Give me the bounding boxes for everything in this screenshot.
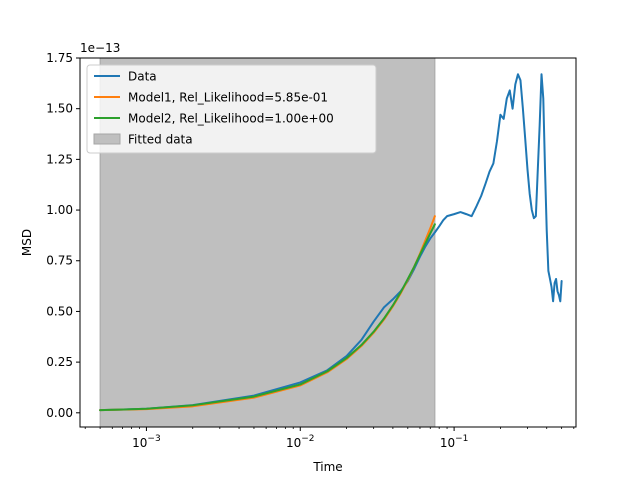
y-tick-label: 1.25 [46, 152, 73, 166]
axes: 0.00 0.25 0.50 0.75 1.00 1.25 1.50 1.75 10−3 10−2… [46, 51, 577, 450]
y-tick-label: 0.75 [46, 254, 73, 268]
legend-label-model1: Model1, Rel_Likelihood=5.85e-01 [128, 91, 328, 105]
x-tick-label: 10−2 [286, 434, 315, 450]
legend-label-model2: Model2, Rel_Likelihood=1.00e+00 [128, 112, 334, 126]
legend-swatch-fitted-data [93, 133, 121, 145]
legend-box [86, 64, 377, 154]
y-tick-label: 0.25 [46, 355, 73, 369]
y-tick-label: 1.00 [46, 203, 73, 217]
y-offset-label: 1e−13 [80, 41, 120, 55]
legend-label-fitted-data: Fitted data [128, 133, 193, 147]
legend-label-data: Data [128, 70, 157, 84]
x-tick-label: 10−1 [440, 434, 469, 450]
y-tick-label: 1.50 [46, 102, 73, 116]
y-tick-label: 0.50 [46, 304, 73, 318]
series-line-model2 [99, 223, 436, 412]
legend: Data Model1, Rel_Likelihood=5.85e-01 Model… [86, 64, 377, 154]
series-line-data [99, 73, 563, 412]
axes-frame [79, 57, 577, 428]
x-axis-label: Time [312, 460, 342, 474]
y-axis-label: MSD [20, 229, 34, 256]
y-tick-label: 1.75 [46, 51, 73, 65]
x-tick-label: 10−3 [132, 434, 161, 450]
y-tick-label: 0.00 [46, 406, 73, 420]
